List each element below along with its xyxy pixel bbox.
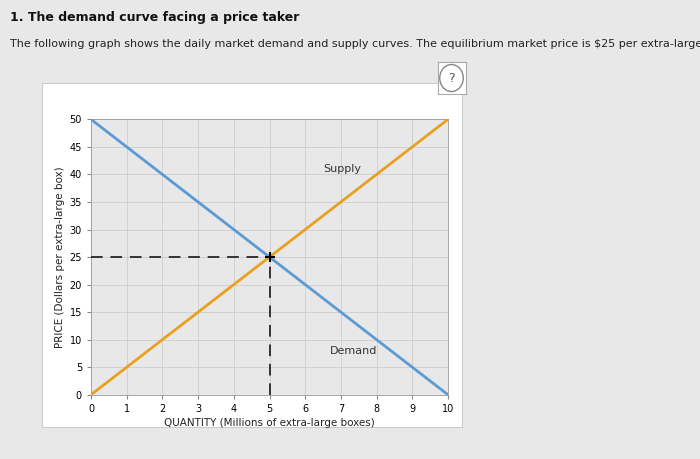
Y-axis label: PRICE (Dollars per extra-large box): PRICE (Dollars per extra-large box)	[55, 166, 65, 348]
Text: 1. The demand curve facing a price taker: 1. The demand curve facing a price taker	[10, 11, 300, 24]
Text: The following graph shows the daily market demand and supply curves. The equilib: The following graph shows the daily mark…	[10, 39, 700, 49]
Text: Supply: Supply	[323, 164, 361, 174]
Text: Demand: Demand	[330, 346, 377, 356]
Text: ?: ?	[448, 72, 455, 84]
X-axis label: QUANTITY (Millions of extra-large boxes): QUANTITY (Millions of extra-large boxes)	[164, 418, 375, 428]
